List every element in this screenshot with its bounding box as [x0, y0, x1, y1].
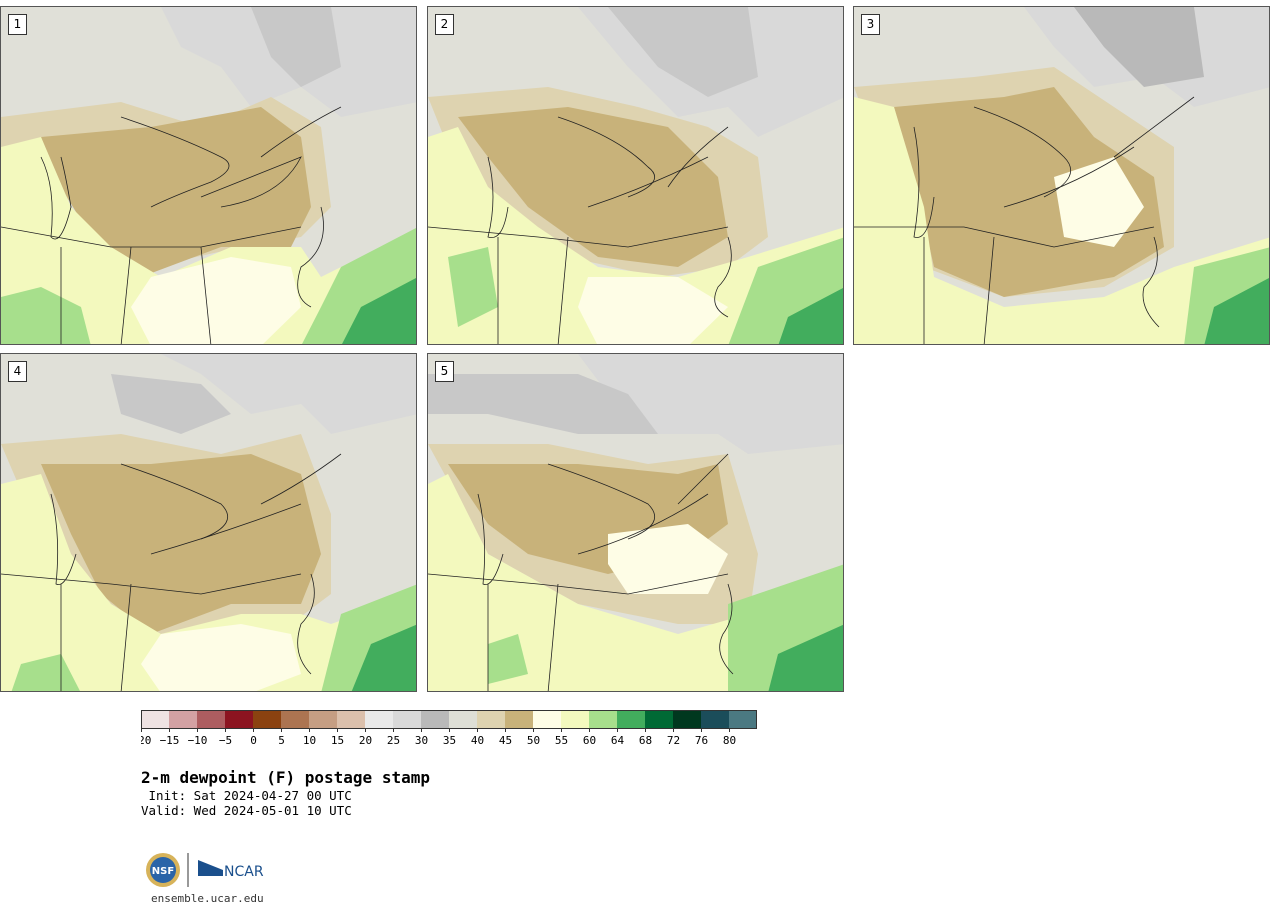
colorbar-swatch	[281, 710, 309, 729]
ncar-logo-icon: NCAR	[198, 860, 264, 880]
colorbar-tick-label: 60	[583, 734, 596, 747]
colorbar-swatch	[421, 710, 449, 729]
colorbar-tick-label: −5	[219, 734, 232, 747]
colorbar-tick-label: 35	[443, 734, 456, 747]
colorbar-tick-label: 25	[387, 734, 400, 747]
colorbar-swatch	[617, 710, 645, 729]
colorbar-swatch	[337, 710, 365, 729]
colorbar-swatch	[561, 710, 589, 729]
nsf-ncar-logos: NSF NCAR	[146, 853, 264, 887]
map-panel-5: 5	[427, 353, 844, 692]
dewpoint-map-3	[854, 7, 1269, 344]
colorbar-tick-label: 80	[723, 734, 736, 747]
dewpoint-map-5	[428, 354, 843, 691]
colorbar-tick-label: 68	[639, 734, 652, 747]
nsf-logo-icon: NSF	[146, 853, 180, 887]
colorbar-swatch	[505, 710, 533, 729]
colorbar: −20 −15 −10 −5 0 5 10 15 20 25 30 35 40 45 50 55 60 64 68 7…	[141, 710, 757, 747]
map-panel-1: 1	[0, 6, 417, 345]
colorbar-tick-label: 55	[555, 734, 568, 747]
panel-number-label: 1	[8, 14, 27, 35]
site-url[interactable]: ensemble.ucar.edu	[151, 892, 264, 905]
init-time: Init: Sat 2024-04-27 00 UTC	[141, 788, 352, 803]
valid-time: Valid: Wed 2024-05-01 10 UTC	[141, 803, 352, 818]
colorbar-swatch	[589, 710, 617, 729]
colorbar-swatch	[309, 710, 337, 729]
colorbar-tick-label: 15	[331, 734, 344, 747]
colorbar-tick-label: 40	[471, 734, 484, 747]
colorbar-swatch	[141, 710, 169, 729]
colorbar-tick-label: −20	[141, 734, 151, 747]
panel-number-label: 5	[435, 361, 454, 382]
colorbar-swatch	[169, 710, 197, 729]
colorbar-swatch	[365, 710, 393, 729]
map-panel-4: 4	[0, 353, 417, 692]
colorbar-swatch	[197, 710, 225, 729]
colorbar-swatch	[253, 710, 281, 729]
colorbar-tick-label: −15	[160, 734, 180, 747]
colorbar-tick-label: 10	[303, 734, 316, 747]
colorbar-tick-label: 5	[278, 734, 285, 747]
panel-number-label: 2	[435, 14, 454, 35]
colorbar-tick-label: 64	[611, 734, 625, 747]
colorbar-tick-label: 30	[415, 734, 428, 747]
map-panel-2: 2	[427, 6, 844, 345]
colorbar-tick-label: 76	[695, 734, 708, 747]
colorbar-tick-label: 0	[250, 734, 257, 747]
dewpoint-map-1	[1, 7, 416, 344]
colorbar-swatch	[533, 710, 561, 729]
colorbar-tick-label: 72	[667, 734, 680, 747]
dewpoint-map-2	[428, 7, 843, 344]
panel-number-label: 3	[861, 14, 880, 35]
colorbar-tick-label: 50	[527, 734, 540, 747]
plot-title: 2-m dewpoint (F) postage stamp	[141, 768, 430, 787]
nsf-logo-text: NSF	[152, 866, 174, 877]
dewpoint-map-4	[1, 354, 416, 691]
colorbar-tick-label: 20	[359, 734, 372, 747]
colorbar-swatch	[673, 710, 701, 729]
map-panel-3: 3	[853, 6, 1270, 345]
colorbar-swatch	[477, 710, 505, 729]
colorbar-tick-label: −10	[188, 734, 208, 747]
colorbar-swatch	[225, 710, 253, 729]
ncar-logo-text: NCAR	[224, 864, 264, 880]
colorbar-tick-label: 45	[499, 734, 512, 747]
colorbar-swatch	[393, 710, 421, 729]
panel-number-label: 4	[8, 361, 27, 382]
colorbar-swatch	[645, 710, 673, 729]
colorbar-swatch	[701, 710, 729, 729]
colorbar-swatch	[449, 710, 477, 729]
colorbar-swatch	[729, 710, 757, 729]
